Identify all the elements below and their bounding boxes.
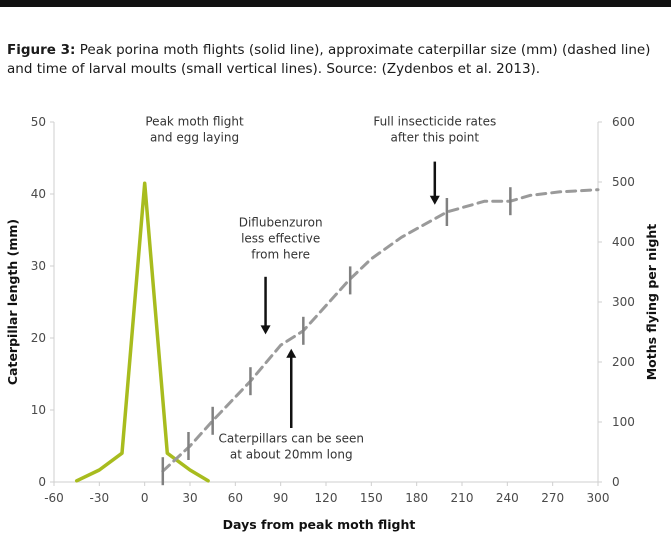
annotation-text: Full insecticide rates <box>373 115 496 129</box>
series-layer <box>74 181 600 483</box>
annotation-text: and egg laying <box>150 131 239 145</box>
y-right-tick-label: 400 <box>612 235 635 249</box>
x-tick-label: 30 <box>182 491 197 505</box>
y-right-tick-label: 0 <box>612 475 620 489</box>
x-tick-label: 90 <box>273 491 288 505</box>
annotation-text: Diflubenzuron <box>239 215 323 229</box>
x-tick-label: 150 <box>360 491 383 505</box>
axes: -60 -30 0 30 60 90 120 150 180 210 240 270 300010203… <box>31 115 635 505</box>
y-left-tick-label: 20 <box>31 331 46 345</box>
x-tick-label: 180 <box>405 491 428 505</box>
y-right-tick-label: 600 <box>612 115 635 129</box>
annotation-text: after this point <box>391 131 480 145</box>
annotation-text: Caterpillars can be seen <box>218 431 364 445</box>
y-right-tick-label: 200 <box>612 355 635 369</box>
annotation-arrow-head <box>260 325 271 335</box>
y-axis-left-label: Caterpillar length (mm) <box>5 219 20 385</box>
x-tick-label: 270 <box>541 491 564 505</box>
x-tick-label: 0 <box>141 491 149 505</box>
annotation-arrow-head <box>286 348 297 358</box>
annotation-text: Peak moth flight <box>145 115 244 129</box>
caterpillar-size-line <box>161 188 600 473</box>
y-left-tick-label: 30 <box>31 259 46 273</box>
y-right-tick-label: 300 <box>612 295 635 309</box>
y-left-tick-label: 50 <box>31 115 46 129</box>
x-tick-label: 120 <box>315 491 338 505</box>
y-left-tick-label: 40 <box>31 187 46 201</box>
figure-caption: Figure 3: Peak porina moth flights (soli… <box>7 41 667 79</box>
annotation-layer: Peak moth flight and egg laying Diflubenzu… <box>145 115 496 462</box>
x-tick-label: 300 <box>587 491 610 505</box>
x-tick-label: -30 <box>90 491 110 505</box>
top-rule <box>0 0 671 7</box>
y-left-tick-label: 0 <box>38 475 46 489</box>
y-right-tick-label: 100 <box>612 415 635 429</box>
x-tick-label: -60 <box>44 491 64 505</box>
caption-text: Peak porina moth flights (solid line), a… <box>7 42 651 77</box>
annotation-text: less effective <box>241 231 320 245</box>
annotation-text: from here <box>251 247 310 261</box>
x-tick-label: 240 <box>496 491 519 505</box>
x-tick-label: 60 <box>228 491 243 505</box>
y-axis-right-label: Moths flying per night <box>644 224 659 381</box>
annotation-arrow-head <box>429 195 440 205</box>
x-axis-label: Days from peak moth flight <box>223 517 416 532</box>
y-left-tick-label: 10 <box>31 403 46 417</box>
annotation-text: at about 20mm long <box>230 447 353 461</box>
x-tick-label: 210 <box>451 491 474 505</box>
caption-label: Figure 3: <box>7 42 76 58</box>
moth-flight-line <box>74 181 210 483</box>
moult-layer <box>161 187 512 486</box>
y-right-tick-label: 500 <box>612 175 635 189</box>
